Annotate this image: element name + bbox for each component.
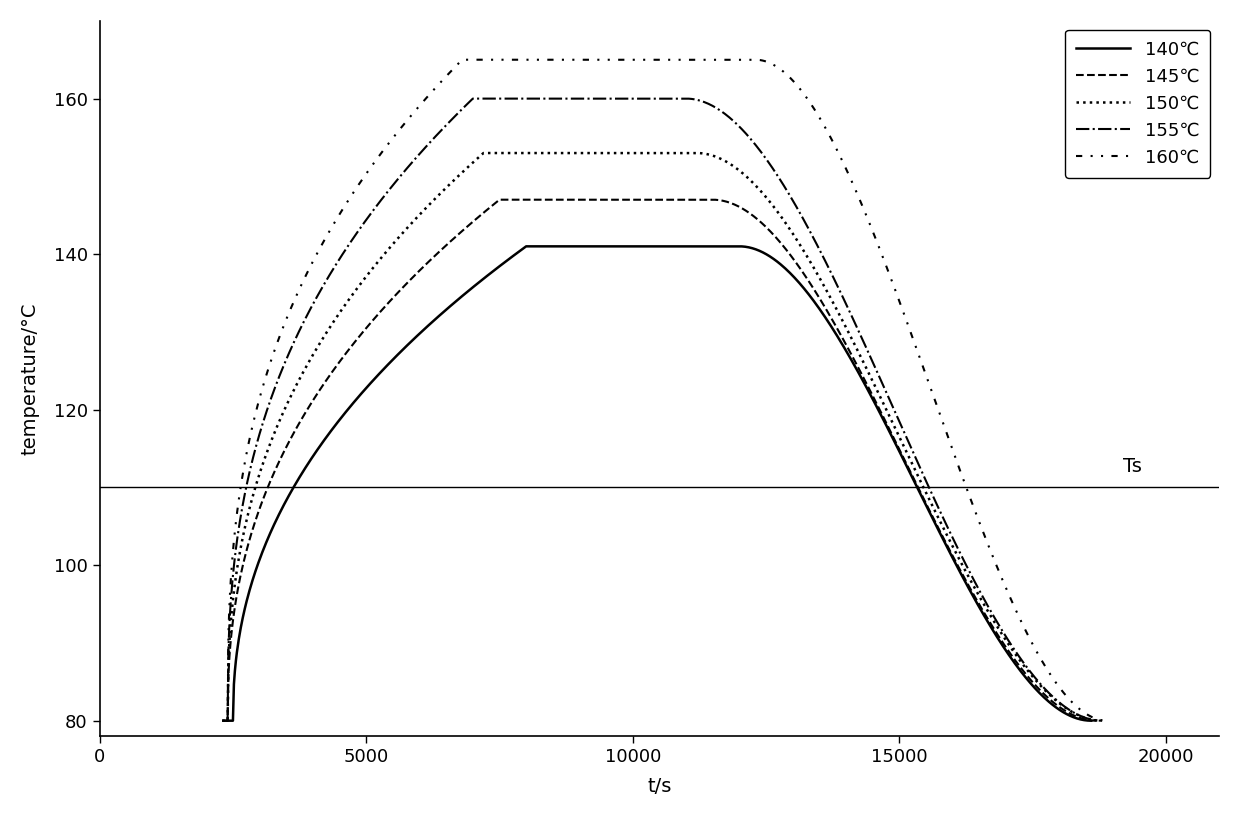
140℃ (722, 242, 737, 252)
140℃ (1084, 716, 1099, 725)
150℃ (521, 148, 536, 158)
160℃ (310, 248, 325, 257)
150℃ (1095, 716, 1110, 725)
150℃ (680, 148, 694, 158)
150℃ (841, 328, 856, 337)
150℃ (476, 148, 491, 158)
145℃ (1084, 716, 1099, 725)
Legend: 140℃, 145℃, 150℃, 155℃, 160℃: 140℃, 145℃, 150℃, 155℃, 160℃ (1065, 30, 1210, 177)
Line: 155℃: 155℃ (222, 99, 1102, 721)
160℃ (455, 55, 470, 65)
155℃ (510, 94, 525, 104)
160℃ (1095, 716, 1110, 725)
145℃ (696, 194, 711, 204)
155℃ (668, 94, 683, 104)
150℃ (1089, 716, 1104, 725)
Line: 150℃: 150℃ (222, 153, 1102, 721)
150℃ (802, 255, 817, 265)
160℃ (516, 55, 531, 65)
Line: 145℃: 145℃ (222, 199, 1096, 721)
145℃ (325, 367, 340, 377)
140℃ (830, 331, 844, 341)
150℃ (215, 716, 229, 725)
140℃ (221, 716, 236, 725)
Text: Ts: Ts (1123, 457, 1142, 475)
140℃ (518, 242, 533, 252)
155℃ (835, 290, 849, 300)
150℃ (319, 328, 334, 338)
145℃ (492, 194, 507, 204)
145℃ (812, 293, 827, 303)
145℃ (849, 359, 864, 369)
145℃ (215, 716, 229, 725)
155℃ (315, 283, 330, 293)
160℃ (879, 264, 894, 274)
140℃ (563, 242, 578, 252)
155℃ (465, 94, 480, 104)
140℃ (1079, 716, 1094, 725)
155℃ (1089, 716, 1104, 725)
160℃ (734, 55, 749, 65)
160℃ (215, 716, 229, 725)
X-axis label: t/s: t/s (647, 777, 672, 797)
Line: 140℃: 140℃ (228, 247, 1091, 721)
160℃ (1100, 716, 1115, 725)
Y-axis label: temperature/°C: temperature/°C (21, 302, 40, 455)
Line: 160℃: 160℃ (222, 60, 1107, 721)
160℃ (846, 180, 861, 190)
155℃ (215, 716, 229, 725)
145℃ (537, 194, 552, 204)
140℃ (339, 407, 353, 417)
155℃ (794, 211, 808, 221)
140℃ (864, 391, 879, 401)
155℃ (1095, 716, 1110, 725)
145℃ (1089, 716, 1104, 725)
